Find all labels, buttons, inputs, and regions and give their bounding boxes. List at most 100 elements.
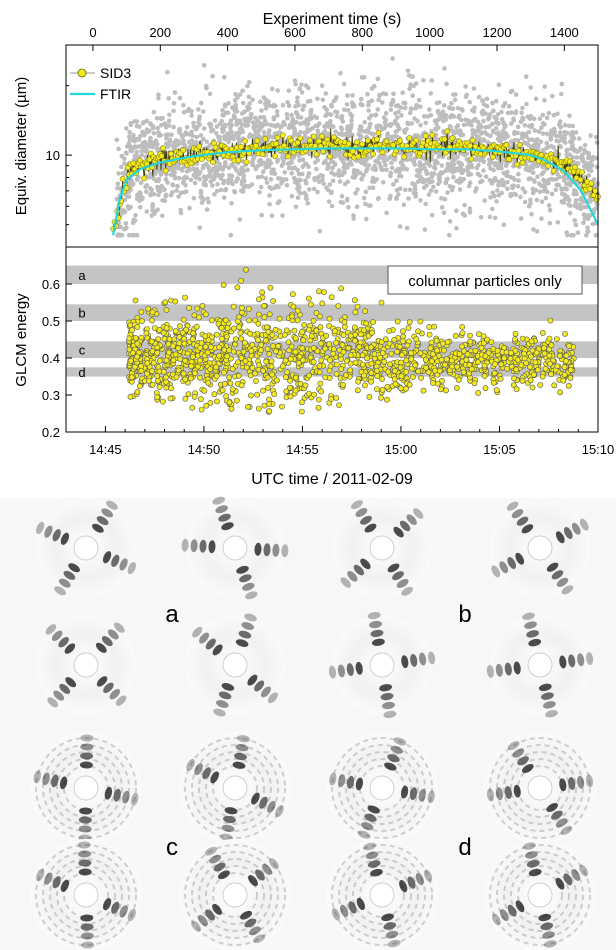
grey-point	[147, 128, 152, 134]
grey-point	[448, 114, 453, 120]
grey-point	[461, 122, 467, 128]
sid3-point	[397, 137, 403, 144]
grey-point	[272, 131, 278, 136]
grey-point	[487, 214, 493, 220]
grey-point	[393, 129, 399, 134]
sid3-point	[449, 135, 456, 141]
glcm-point	[541, 350, 548, 357]
grey-point	[207, 91, 213, 97]
glcm-point	[339, 341, 346, 348]
grey-point	[536, 129, 542, 134]
glcm-point	[565, 382, 572, 389]
glcm-point	[413, 336, 420, 343]
grey-point	[116, 220, 122, 225]
grey-point	[431, 165, 437, 170]
grey-point	[261, 169, 266, 174]
glcm-point	[347, 332, 354, 339]
grey-point	[404, 127, 409, 132]
glcm-point	[454, 363, 460, 370]
grey-point	[359, 176, 365, 182]
glcm-point	[299, 399, 305, 406]
glcm-point	[272, 326, 279, 333]
glcm-point	[150, 359, 157, 366]
diffraction-image	[30, 839, 142, 950]
grey-point	[566, 202, 571, 207]
grey-point	[535, 174, 540, 179]
grey-point	[528, 176, 533, 181]
grey-point	[554, 133, 559, 139]
sid3-point	[285, 153, 292, 160]
grey-point	[454, 226, 459, 231]
grey-point	[511, 183, 516, 188]
grey-point	[324, 111, 330, 117]
grey-point	[291, 175, 297, 181]
grey-point	[160, 213, 165, 219]
grey-point	[467, 209, 473, 215]
grey-point	[214, 167, 219, 173]
grey-point	[516, 178, 521, 183]
grey-point	[484, 132, 490, 137]
grey-point	[363, 201, 368, 207]
grey-point	[523, 74, 529, 79]
grey-point	[456, 130, 462, 136]
glcm-point	[378, 299, 385, 306]
grey-point	[360, 102, 365, 108]
grey-point	[429, 78, 435, 83]
glcm-point	[262, 337, 269, 344]
grey-point	[518, 216, 524, 221]
sid3-point	[243, 159, 250, 165]
grey-point	[539, 125, 544, 130]
grey-point	[578, 197, 583, 202]
sid3-point	[587, 185, 593, 192]
grey-point	[174, 188, 179, 193]
sid3-point	[294, 139, 301, 146]
sid3-point	[158, 153, 165, 159]
grey-point	[257, 190, 262, 195]
center-hole	[222, 882, 248, 908]
glcm-point	[466, 370, 472, 377]
bottom-y-tick-label: 0.3	[42, 388, 60, 403]
grey-point	[569, 139, 575, 144]
glcm-point	[148, 338, 155, 345]
glcm-point	[537, 382, 544, 388]
glcm-point	[305, 390, 312, 397]
grey-point	[167, 112, 172, 118]
glcm-point	[427, 345, 434, 352]
sid3-point	[578, 169, 585, 176]
grey-point	[571, 232, 576, 238]
grey-point	[305, 201, 311, 206]
grey-point	[292, 165, 298, 170]
grey-point	[496, 82, 502, 88]
glcm-point	[408, 350, 414, 356]
grey-point	[268, 177, 274, 182]
grey-point	[499, 182, 504, 187]
grey-point	[135, 176, 141, 181]
bottom-y-tick-label: 0.4	[42, 351, 60, 366]
glcm-point	[311, 391, 317, 398]
sid3-point	[354, 139, 360, 145]
glcm-point	[184, 350, 191, 357]
glcm-scatter	[126, 266, 577, 415]
glcm-point	[287, 356, 294, 362]
grey-point	[564, 181, 569, 187]
grey-point	[476, 135, 482, 140]
glcm-point	[191, 393, 198, 400]
grey-point	[519, 110, 524, 116]
glcm-point	[229, 365, 236, 372]
band-label-b: b	[78, 306, 85, 321]
grey-point	[347, 129, 353, 134]
glcm-point	[226, 374, 233, 381]
grey-point	[448, 124, 454, 130]
grey-point	[228, 232, 234, 238]
glcm-point	[368, 344, 374, 351]
grey-point	[440, 109, 446, 114]
glcm-point	[333, 361, 340, 368]
grey-point	[325, 162, 331, 167]
glcm-point	[221, 346, 228, 353]
grey-point	[183, 130, 189, 135]
grey-point	[277, 199, 282, 204]
grey-point	[519, 131, 525, 137]
sid3-point	[168, 150, 174, 157]
glcm-point	[432, 367, 438, 374]
grey-point	[124, 225, 129, 230]
